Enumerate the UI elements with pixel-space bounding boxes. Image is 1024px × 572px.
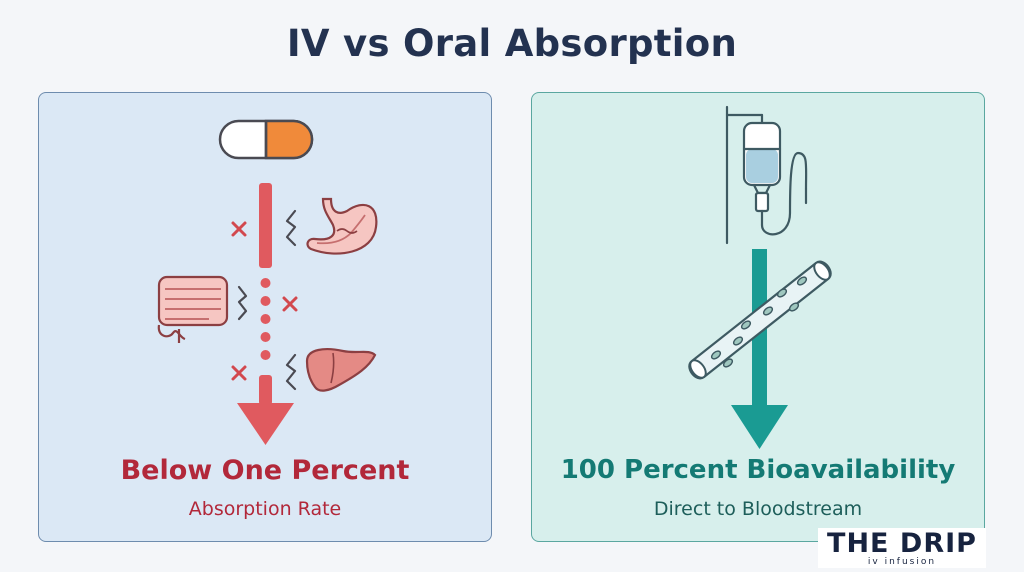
oral-subtitle: Absorption Rate — [188, 498, 342, 520]
oral-illustration — [157, 119, 378, 445]
logo-main-text: THE DRIP — [827, 528, 977, 559]
oral-arrow-dots — [260, 278, 271, 360]
iv-drip-bag-icon — [725, 105, 808, 245]
iv-panel: 100 Percent Bioavailability Direct to Bl… — [531, 92, 985, 542]
down-arrow-icon — [731, 405, 788, 449]
oral-arrow-shaft — [259, 183, 272, 268]
iv-illustration — [688, 105, 832, 449]
page-title: IV vs Oral Absorption — [286, 22, 738, 65]
iv-subtitle: Direct to Bloodstream — [653, 498, 863, 520]
iv-headline: 100 Percent Bioavailability — [560, 455, 956, 485]
brand-logo: THE DRIP iv infusion — [818, 528, 986, 568]
capsule-icon — [218, 119, 314, 160]
oral-headline: Below One Percent — [120, 455, 410, 486]
logo-sub-text: iv infusion — [867, 557, 937, 567]
oral-panel: Below One Percent Absorption Rate — [38, 92, 492, 542]
intestine-icon — [157, 275, 229, 343]
stomach-icon — [306, 197, 378, 255]
blocked-x-icon — [231, 221, 298, 381]
liver-icon — [305, 348, 377, 392]
down-arrow-icon — [237, 403, 294, 445]
blood-vessel-icon — [688, 260, 832, 380]
